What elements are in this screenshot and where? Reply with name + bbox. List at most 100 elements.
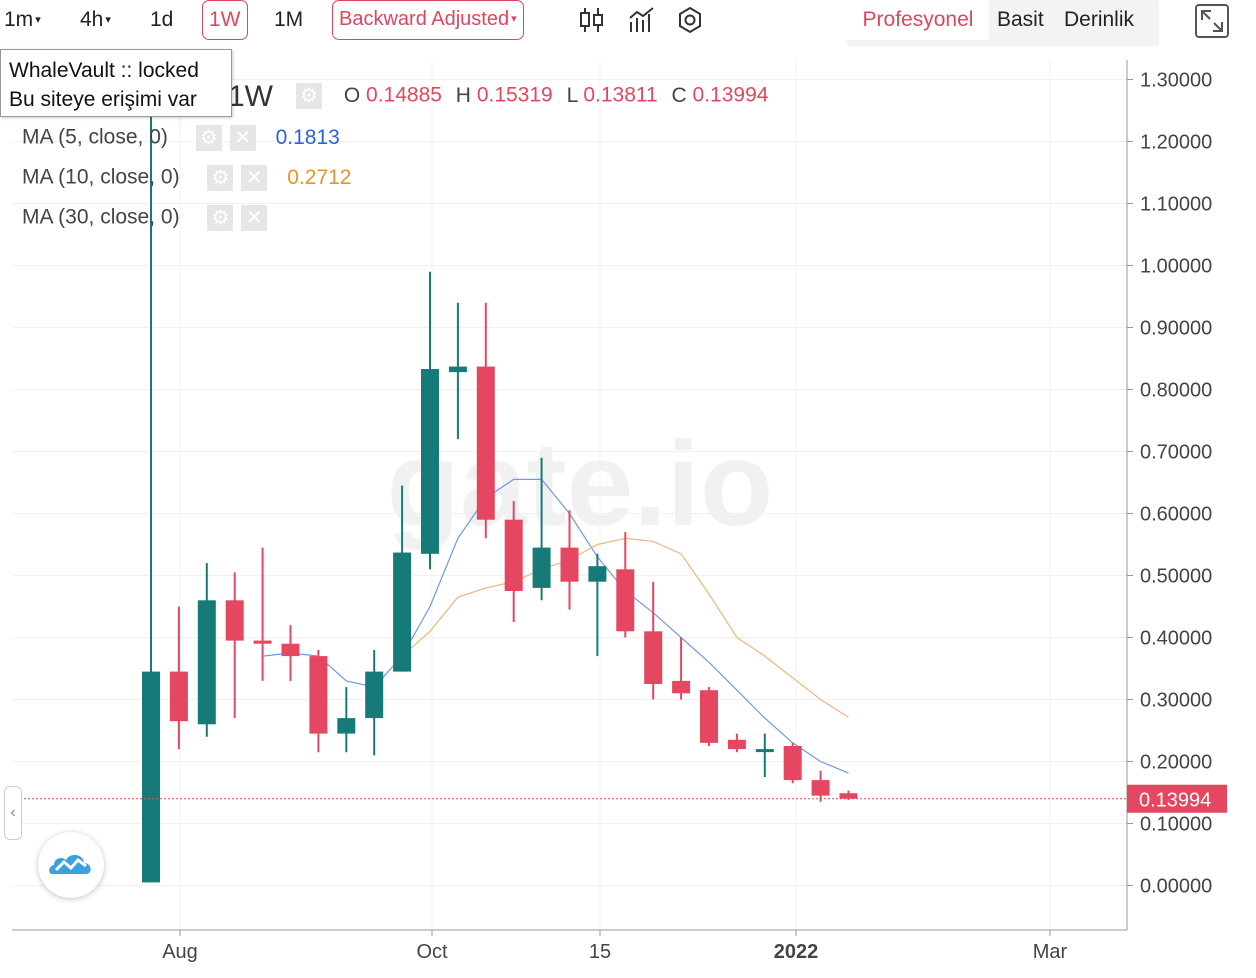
- low-label: L: [566, 83, 578, 107]
- candle-body: [727, 739, 746, 750]
- chevron-down-icon: ▾: [105, 14, 111, 27]
- mode-basic-button[interactable]: Basit: [997, 8, 1044, 31]
- candle-body: [644, 631, 663, 684]
- open-value: 0.14885: [366, 83, 442, 107]
- interval-4h[interactable]: 4h ▾: [80, 0, 111, 40]
- candle: [169, 606, 188, 750]
- interval-heading: 1W: [228, 80, 273, 113]
- candle: [700, 687, 718, 746]
- candle-body: [783, 746, 802, 781]
- interval-1m[interactable]: 1m ▾: [4, 0, 41, 40]
- candle-body: [755, 749, 774, 753]
- candle: [421, 271, 439, 570]
- settings-icon[interactable]: [676, 6, 704, 34]
- close-label: C: [671, 83, 687, 107]
- candle-body: [504, 519, 523, 591]
- mode-depth-button[interactable]: Derinlik: [1064, 8, 1135, 31]
- candle-body: [588, 566, 607, 582]
- toolbar: 1m ▾ 4h ▾ 1d 1W 1M Backward Adjusted ▾ Prof…: [0, 0, 1256, 46]
- close-icon[interactable]: ✕: [241, 165, 268, 191]
- x-tick-label: Oct: [416, 941, 448, 963]
- tooltip-line-2: Bu siteye erişimi var: [9, 88, 197, 111]
- y-tick-label: 0.80000: [1140, 380, 1212, 402]
- interval-1d[interactable]: 1d: [150, 0, 173, 40]
- candles-icon[interactable]: [578, 6, 606, 34]
- y-tick-label: 1.10000: [1140, 194, 1212, 216]
- interval-1w[interactable]: 1W: [202, 0, 248, 40]
- candle: [588, 553, 607, 657]
- y-tick-label: 0.70000: [1140, 442, 1212, 464]
- gear-icon[interactable]: ⚙: [296, 83, 322, 109]
- candle: [504, 501, 523, 622]
- ohlc-legend: ⚙ O 0.14885 H 0.15319 L 0.13811 C 0.1399…: [296, 83, 768, 109]
- candle-body: [421, 369, 439, 554]
- ma5-label: MA (5, close, 0): [22, 125, 168, 149]
- candle-body: [700, 690, 718, 743]
- gear-icon[interactable]: ⚙: [207, 205, 234, 231]
- interval-1M[interactable]: 1M: [274, 0, 303, 40]
- close-value: 0.13994: [692, 83, 769, 107]
- close-icon[interactable]: ✕: [241, 205, 268, 231]
- candle: [755, 733, 774, 777]
- interval-label: 1m: [4, 8, 34, 31]
- x-tick-label: 15: [589, 941, 611, 963]
- candle: [476, 302, 495, 539]
- candle-body: [672, 680, 691, 694]
- interval-label: 1d: [150, 8, 174, 31]
- collapse-handle[interactable]: ‹: [4, 786, 22, 840]
- interval-label: 1W: [209, 8, 241, 31]
- y-tick-label: 1.30000: [1140, 70, 1212, 92]
- candle-body: [365, 671, 384, 719]
- ma30-label: MA (30, close, 0): [22, 205, 180, 229]
- candle: [560, 510, 579, 610]
- x-tick-label: Mar: [1033, 941, 1068, 963]
- candle-body: [560, 547, 579, 582]
- gear-icon[interactable]: ⚙: [207, 165, 234, 191]
- candle: [532, 457, 551, 601]
- open-label: O: [343, 83, 361, 107]
- ma5-value: 0.1813: [275, 125, 340, 149]
- candle: [225, 572, 244, 719]
- y-tick-label: 0.10000: [1140, 814, 1212, 836]
- candle: [616, 532, 635, 638]
- candle-body: [281, 643, 300, 657]
- fullscreen-icon[interactable]: [1194, 3, 1230, 39]
- candle: [783, 742, 802, 784]
- candle-body: [811, 780, 830, 796]
- cloud-chart-icon: [49, 854, 91, 874]
- ma5-line: [262, 478, 849, 774]
- candle-body: [476, 366, 495, 520]
- indicators-icon[interactable]: [628, 6, 656, 34]
- candle-body: [225, 600, 244, 641]
- mode-pro-button[interactable]: Profesyonel: [847, 0, 989, 40]
- close-icon[interactable]: ✕: [229, 125, 256, 151]
- low-value: 0.13811: [583, 83, 658, 107]
- mode-switcher: Profesyonel Basit Derinlik: [847, 0, 1159, 46]
- candle: [309, 649, 328, 753]
- y-tick-label: 0.40000: [1140, 628, 1212, 650]
- tradingview-logo-button[interactable]: [38, 832, 104, 898]
- price-axis: 1.30000 1.20000 1.10000 1.00000 0.90000 0.800…: [12, 60, 1227, 930]
- candle-body: [337, 718, 356, 734]
- adjust-label: Backward Adjusted: [339, 8, 510, 30]
- gear-icon[interactable]: ⚙: [195, 125, 222, 151]
- candle: [672, 637, 691, 700]
- time-axis: Aug Oct 15 2022 Mar: [12, 929, 1127, 963]
- y-tick-label: 0.20000: [1140, 752, 1212, 774]
- adjust-select[interactable]: Backward Adjusted ▾: [332, 0, 524, 40]
- chevron-down-icon: ▾: [511, 13, 517, 26]
- y-tick-label: 1.20000: [1140, 132, 1212, 154]
- y-tick-label: 0.90000: [1140, 318, 1212, 340]
- high-value: 0.15319: [476, 83, 553, 107]
- interval-label: 1M: [274, 8, 304, 31]
- candle-body: [393, 552, 412, 672]
- candle: [811, 770, 830, 802]
- ma5-legend: MA (5, close, 0) ⚙ ✕ 0.1813: [22, 125, 340, 151]
- extension-tooltip: WhaleVault :: locked Bu siteye erişimi v…: [0, 49, 232, 117]
- tooltip-line-1: WhaleVault :: locked: [9, 59, 199, 82]
- candle: [253, 547, 272, 681]
- high-label: H: [455, 83, 471, 107]
- ma10-value: 0.2712: [287, 165, 352, 189]
- x-tick-label: Aug: [162, 941, 198, 963]
